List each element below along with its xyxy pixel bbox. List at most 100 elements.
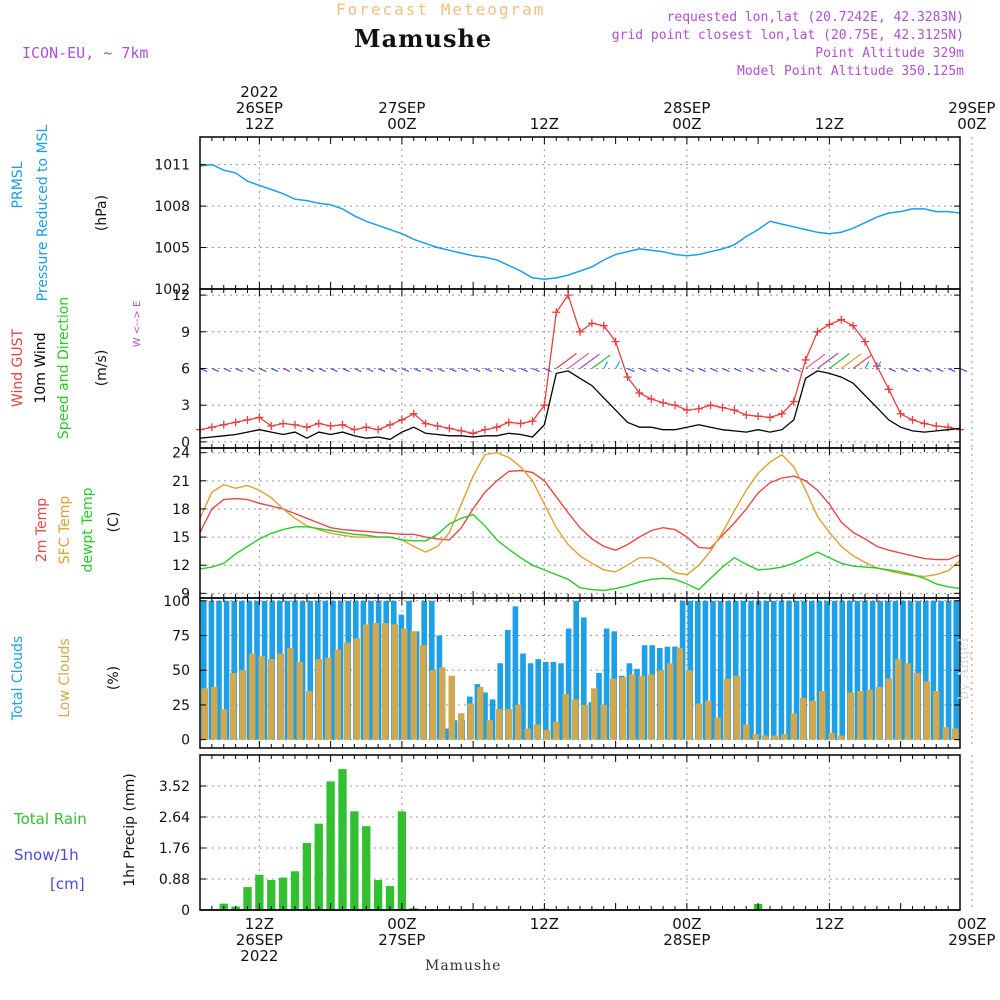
low-clouds-bar [543,729,550,740]
low-clouds-bar [344,642,351,740]
gust-marker [243,415,252,424]
wind-direction-arrow [223,367,231,373]
gust-marker [552,308,561,317]
y-tick-label: 12 [172,288,190,304]
gust-marker [908,415,917,424]
low-clouds-bar [904,663,911,740]
grid-point-coordinates: grid point closest lon,lat (20.75E, 42.3… [611,28,964,43]
low-clouds-bar [239,670,246,740]
temp-units: (C) [106,512,122,533]
total-clouds-bar [505,629,511,740]
time-label-bottom: 00Z [957,915,986,933]
pressure-label: Pressure Reduced to MSL [35,124,51,301]
low-clouds-bar [876,686,883,740]
gust-marker [350,425,359,434]
total-clouds-bar [558,663,564,740]
wind-direction-arrow [959,367,968,373]
gust-marker [659,398,668,407]
time-label-top: 12Z [815,115,844,133]
wind-direction-arrow [615,361,621,369]
y-tick-label: 100 [163,594,190,610]
total-clouds-label: Total Clouds [10,636,26,721]
wind-direction-arrow [330,367,338,373]
gust-marker [255,413,264,422]
total-clouds-bar [885,600,891,740]
total-clouds-bar [786,600,792,740]
gust-label: Wind GUST [10,328,26,407]
low-clouds-bar [686,670,693,740]
low-clouds-bar [277,653,284,740]
time-label-bottom: 12Z [530,915,559,933]
total-clouds-bar [763,600,769,740]
y-tick-label: 25 [172,698,190,714]
wind-direction-arrow [532,367,540,373]
rain-bar [373,880,383,910]
gust-marker [504,418,513,427]
chart-subtitle: Forecast Meteogram [336,0,546,19]
wind-direction-arrow [864,361,870,369]
footer-location: Mamushe [425,958,502,974]
low-clouds-bar [562,693,569,740]
low-clouds-bar [638,675,645,740]
rain-bar [290,871,300,910]
low-clouds-bar [477,686,484,740]
panel-frame-precip [199,754,961,911]
total-clouds-bar [923,600,929,740]
time-label-top: 2022 [240,83,278,101]
wind-direction-arrow [294,367,303,373]
total-clouds-bar [231,600,237,740]
gust-marker [813,327,822,336]
model-point-altitude: Model Point Altitude 350.125m [737,64,964,79]
total-clouds-bar [216,600,222,740]
low-clouds-bar [315,659,322,740]
wind-direction-arrow [829,353,850,369]
gust-marker [374,425,383,434]
wind-direction-arrow [259,367,267,373]
wind-direction-arrow [342,367,350,373]
gust-marker [611,337,620,346]
low-clouds-bar [572,699,579,740]
low-clouds-bar [762,735,769,740]
total-clouds-bar [520,653,526,740]
temperature-line [199,451,961,578]
panel-frame-pressure [199,136,961,290]
low-clouds-bar [296,661,303,740]
gust-marker [314,419,323,428]
low-clouds-bar [714,717,721,740]
low-clouds-bar [657,670,664,740]
pressure-units: (hPa) [94,195,110,231]
gust-marker [540,401,549,410]
rain-bar [362,826,371,910]
low-clouds-bar [505,709,512,740]
total-clouds-bar [755,600,762,740]
total-clouds-bar [717,600,724,740]
wind-direction-arrow [377,367,386,373]
wind-direction-arrow [472,367,481,373]
gust-marker [706,401,715,410]
low-clouds-bar [429,670,436,740]
low-clouds-bar [534,724,541,740]
wind-direction-arrow [888,367,896,373]
y-tick-label: 9 [181,325,190,341]
wind-direction-arrow [496,367,505,373]
low-clouds-bar [800,698,807,740]
wind-direction-arrow [354,367,362,373]
time-label-top: 29SEP [948,99,995,117]
y-tick-label: 1002 [154,282,190,298]
gust-marker [302,423,311,432]
wind-direction-arrow [852,354,873,369]
total-clouds-bar [239,600,245,740]
low-clouds-bar [553,721,560,740]
total-clouds-bar [847,600,853,740]
y-tick-label: 9 [181,586,190,602]
wind-direction-arrow [591,354,611,369]
low-clouds-bar [648,674,655,740]
low-clouds-bar [895,659,902,740]
wind-direction-arrow [639,367,647,373]
low-clouds-bar [885,678,892,740]
time-label-bottom: 12Z [815,915,844,933]
low-clouds-bar [857,691,864,740]
total-clouds-bar [254,600,260,740]
rain-bar [278,877,288,910]
wind-direction-arrow [306,367,315,373]
